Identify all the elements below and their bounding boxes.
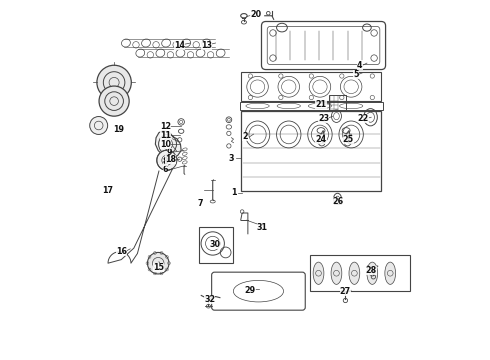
Ellipse shape [313, 262, 324, 284]
Text: 22: 22 [358, 114, 369, 123]
Text: 18: 18 [165, 155, 176, 164]
Text: 13: 13 [201, 41, 212, 50]
Text: 21: 21 [316, 100, 327, 109]
Ellipse shape [331, 262, 342, 284]
Ellipse shape [349, 262, 360, 284]
Bar [240, 102, 383, 110]
Circle shape [99, 86, 129, 116]
Text: 25: 25 [343, 135, 354, 144]
Text: 1: 1 [231, 188, 236, 197]
Bar [242, 72, 381, 101]
Ellipse shape [367, 262, 378, 284]
Text: 15: 15 [153, 264, 164, 273]
Text: 24: 24 [316, 135, 327, 144]
Text: 26: 26 [332, 197, 343, 206]
Ellipse shape [385, 262, 395, 284]
Bar [242, 111, 381, 191]
Text: 20: 20 [250, 10, 261, 19]
Text: 10: 10 [160, 140, 171, 149]
Text: 30: 30 [209, 240, 220, 249]
Text: 27: 27 [340, 287, 351, 296]
Text: 31: 31 [257, 223, 268, 232]
Text: 17: 17 [102, 186, 114, 195]
Text: 11: 11 [160, 131, 171, 140]
Text: 19: 19 [113, 125, 124, 134]
Text: 3: 3 [229, 154, 234, 163]
Circle shape [97, 65, 131, 100]
Bar [198, 227, 233, 263]
Text: 4: 4 [357, 61, 363, 70]
Text: 6: 6 [163, 166, 168, 175]
Bar [310, 255, 410, 291]
Circle shape [90, 117, 108, 134]
Circle shape [147, 252, 169, 274]
Polygon shape [155, 131, 181, 158]
Text: 23: 23 [318, 114, 329, 123]
Text: 28: 28 [366, 266, 377, 275]
Text: 2: 2 [242, 132, 248, 141]
Bar [329, 95, 345, 111]
Text: 29: 29 [245, 286, 256, 295]
Text: 8: 8 [163, 157, 168, 166]
Text: 7: 7 [197, 199, 203, 208]
Text: 5: 5 [353, 70, 359, 79]
Text: 16: 16 [116, 247, 127, 256]
Text: 32: 32 [204, 294, 216, 303]
Text: 14: 14 [174, 41, 185, 50]
Text: 12: 12 [160, 122, 171, 131]
Circle shape [157, 150, 177, 170]
Text: 9: 9 [167, 148, 172, 157]
